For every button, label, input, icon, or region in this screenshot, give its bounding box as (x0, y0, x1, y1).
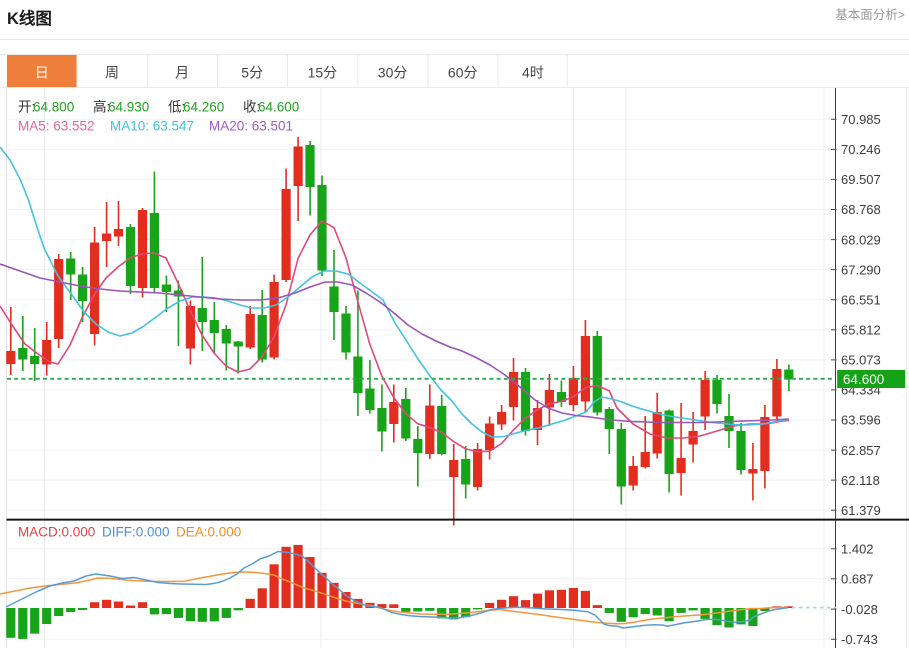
svg-text:MA5: 63.552: MA5: 63.552 (18, 119, 95, 134)
svg-text:65.073: 65.073 (841, 353, 881, 368)
svg-text:64.600: 64.600 (843, 372, 884, 387)
svg-text:-0.743: -0.743 (841, 632, 878, 647)
svg-text:15分: 15分 (308, 65, 338, 81)
svg-text:67.290: 67.290 (841, 262, 881, 277)
svg-text:基本面分析>: 基本面分析> (835, 8, 905, 22)
svg-text:MACD:0.000: MACD:0.000 (18, 525, 95, 540)
svg-text:0.687: 0.687 (841, 572, 874, 587)
svg-text:4时: 4时 (522, 65, 544, 81)
svg-text:69.507: 69.507 (841, 172, 881, 187)
svg-text:低:: 低: (168, 100, 185, 115)
svg-text:DIFF:0.000: DIFF:0.000 (102, 525, 170, 540)
svg-text:68.029: 68.029 (841, 232, 881, 247)
svg-text:DEA:0.000: DEA:0.000 (176, 525, 241, 540)
svg-text:收:: 收: (243, 100, 260, 115)
svg-text:66.551: 66.551 (841, 292, 881, 307)
svg-text:68.768: 68.768 (841, 202, 881, 217)
svg-text:开:: 开: (18, 100, 35, 115)
svg-text:70.246: 70.246 (841, 142, 881, 157)
svg-text:61.379: 61.379 (841, 503, 881, 518)
svg-text:日: 日 (35, 65, 49, 81)
svg-text:64.800: 64.800 (33, 100, 74, 115)
svg-text:64.260: 64.260 (183, 100, 224, 115)
svg-text:65.812: 65.812 (841, 323, 881, 338)
svg-text:70.985: 70.985 (841, 112, 881, 127)
svg-text:月: 月 (175, 65, 189, 81)
svg-text:高:: 高: (93, 99, 110, 115)
svg-text:K线图: K线图 (7, 8, 52, 28)
svg-text:64.930: 64.930 (108, 100, 149, 115)
svg-text:60分: 60分 (448, 65, 478, 81)
svg-text:MA20: 63.501: MA20: 63.501 (209, 119, 293, 134)
svg-text:-0.028: -0.028 (841, 602, 878, 617)
svg-text:62.118: 62.118 (841, 473, 880, 488)
svg-text:63.596: 63.596 (841, 413, 881, 428)
svg-text:64.600: 64.600 (258, 100, 299, 115)
svg-text:1.402: 1.402 (841, 542, 874, 557)
svg-text:30分: 30分 (378, 65, 408, 81)
svg-text:MA10: 63.547: MA10: 63.547 (110, 119, 194, 134)
svg-text:周: 周 (105, 65, 119, 81)
svg-text:5分: 5分 (241, 65, 263, 81)
svg-text:62.857: 62.857 (841, 443, 881, 458)
